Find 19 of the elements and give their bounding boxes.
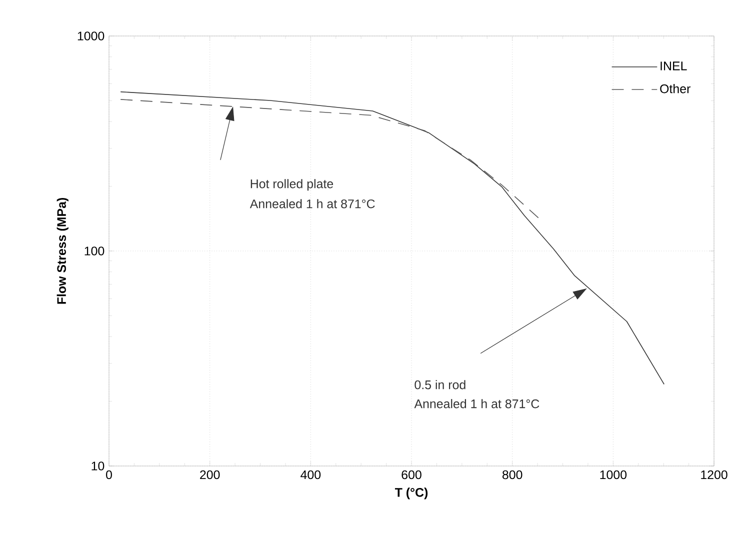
y-tick-label: 100 xyxy=(84,246,104,256)
x-tick-label: 200 xyxy=(200,470,220,480)
annotation: 0.5 in rod xyxy=(414,380,466,390)
x-tick-label: 1000 xyxy=(600,470,627,480)
y-tick-label: 1000 xyxy=(78,32,104,40)
annotation: Annealed 1 h at 871°C xyxy=(414,399,540,408)
x-tick-label: 400 xyxy=(300,470,321,480)
x-tick-label: 800 xyxy=(502,470,522,480)
y-axis-title: Flow Stress (MPa) xyxy=(56,198,68,304)
x-tick-label: 0 xyxy=(106,470,112,480)
x-tick-label: 600 xyxy=(402,470,422,480)
legend-label: Other xyxy=(660,84,690,94)
legend-label: INEL xyxy=(660,62,687,70)
line-series xyxy=(120,99,542,221)
x-tick-label: 1200 xyxy=(701,470,728,480)
annotation: Hot rolled plate xyxy=(250,179,334,191)
y-tick-label: 10 xyxy=(92,462,104,470)
annotation: Annealed 1 h at 871°C xyxy=(250,199,375,208)
x-axis-title: T (°C) xyxy=(394,488,428,500)
